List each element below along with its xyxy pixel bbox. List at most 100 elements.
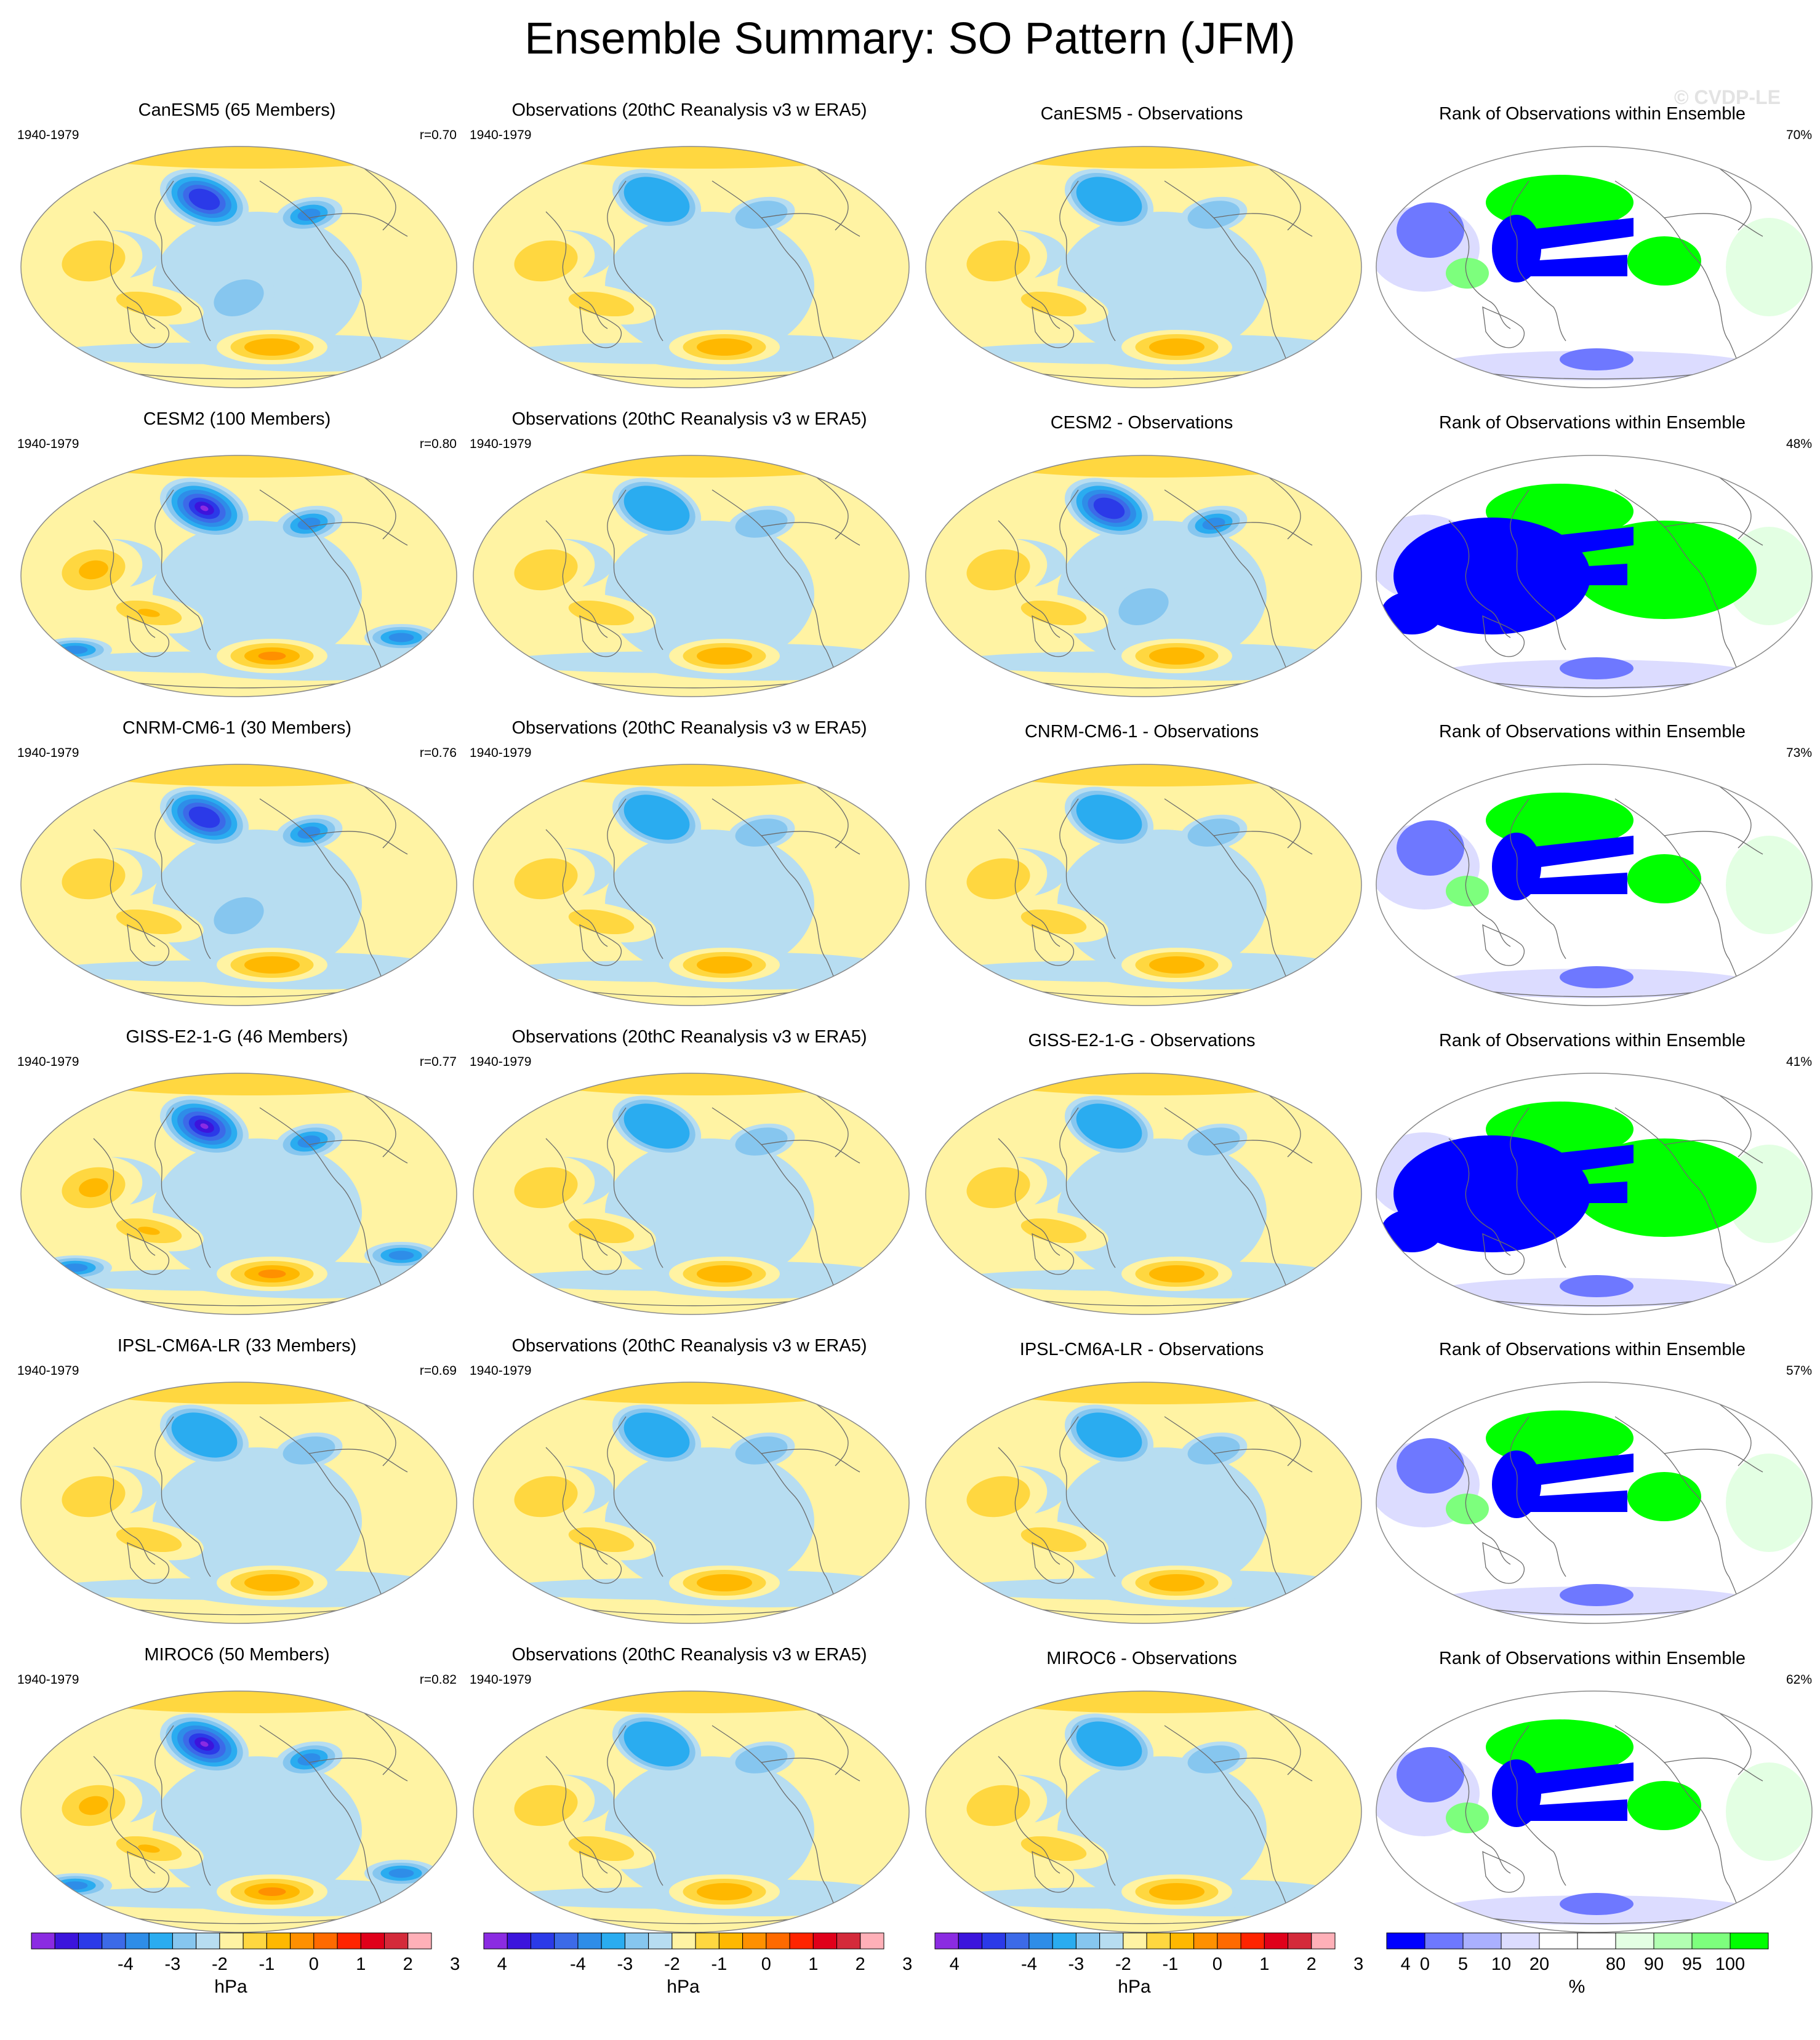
- panel-title: CanESM5 (65 Members): [138, 100, 336, 120]
- rank-percent: 70%: [1786, 128, 1812, 142]
- panel-rank-row2: Rank of Observations within Ensemble 48%: [1368, 407, 1817, 709]
- panel-obs-row4: Observations (20thC Reanalysis v3 w ERA5…: [465, 1025, 914, 1327]
- panel-model-row2: CESM2 (100 Members) 1940-1979 r=0.80: [12, 407, 462, 709]
- colorbar-swatches: [31, 1932, 432, 1950]
- slp-anomaly-map: [20, 1073, 457, 1315]
- colorbar-swatch: [1217, 1932, 1241, 1950]
- rank-percent: 48%: [1786, 437, 1812, 451]
- slp-anomaly-map: [473, 1073, 910, 1315]
- panel-rank-row1: Rank of Observations within Ensemble 70%: [1368, 98, 1817, 400]
- pattern-correlation: r=0.80: [419, 437, 457, 451]
- panel-title: MIROC6 - Observations: [1046, 1649, 1237, 1668]
- panel-title: Rank of Observations within Ensemble: [1438, 413, 1746, 433]
- colorbar-tick-label: 90: [1643, 1954, 1664, 1974]
- colorbar-swatch: [125, 1932, 150, 1950]
- period-label: 1940-1979: [17, 1055, 79, 1069]
- colorbar-tick-label: 2: [1306, 1954, 1317, 1974]
- colorbar-swatch: [1386, 1932, 1425, 1950]
- colorbar-tick-label: -2: [663, 1954, 680, 1974]
- colorbar-swatch: [1193, 1932, 1218, 1950]
- colorbar-swatch: [742, 1932, 767, 1950]
- colorbar-swatch: [1169, 1932, 1195, 1950]
- colorbar-swatch: [172, 1932, 197, 1950]
- colorbar-swatch: [1028, 1932, 1053, 1950]
- colorbar-swatch: [812, 1932, 838, 1950]
- watermark: © CVDP-LE: [1674, 86, 1781, 108]
- colorbar-swatch: [1099, 1932, 1124, 1950]
- panel-rank-row5: Rank of Observations within Ensemble 57%: [1368, 1334, 1817, 1636]
- colorbar-swatch: [577, 1932, 602, 1950]
- colorbar-swatch: [601, 1932, 625, 1950]
- colorbar-tick-label: -1: [711, 1954, 728, 1974]
- colorbar-tick-label: -3: [1068, 1954, 1084, 1974]
- panel-title: Observations (20thC Reanalysis v3 w ERA5…: [511, 409, 867, 429]
- slp-anomaly-map: [473, 1382, 910, 1624]
- panel-model-row3: CNRM-CM6-1 (30 Members) 1940-1979 r=0.76: [12, 716, 462, 1018]
- colorbar-swatch: [766, 1932, 790, 1950]
- colorbar-units: %: [1568, 1977, 1585, 1997]
- panel-obs-row1: Observations (20thC Reanalysis v3 w ERA5…: [465, 98, 914, 400]
- colorbar-swatch: [243, 1932, 267, 1950]
- colorbar-swatch: [102, 1932, 126, 1950]
- panel-diff-row5: IPSL-CM6A-LR - Observations: [917, 1334, 1366, 1636]
- colorbar-swatch: [1424, 1932, 1464, 1950]
- colorbar-swatch: [54, 1932, 79, 1950]
- period-label: 1940-1979: [470, 1364, 532, 1378]
- colorbar-tick-label: 1: [356, 1954, 366, 1974]
- panel-title: IPSL-CM6A-LR - Observations: [1019, 1340, 1264, 1359]
- colorbar-tick-label: -1: [1162, 1954, 1179, 1974]
- colorbar-swatch: [860, 1932, 884, 1950]
- colorbar-tick-label: -1: [259, 1954, 275, 1974]
- panel-title: IPSL-CM6A-LR (33 Members): [117, 1336, 357, 1356]
- colorbar-tick-label: 95: [1682, 1954, 1702, 1974]
- panel-title: MIROC6 (50 Members): [144, 1645, 330, 1665]
- colorbar-swatch: [360, 1932, 385, 1950]
- colorbar-swatch: [1653, 1932, 1693, 1950]
- rank-percent: 62%: [1786, 1673, 1812, 1687]
- colorbar-tick-label: -3: [164, 1954, 181, 1974]
- colorbar-swatch: [934, 1932, 959, 1950]
- colorbar-swatch: [266, 1932, 291, 1950]
- slp-anomaly-map: [925, 146, 1362, 388]
- colorbar-swatch: [1240, 1932, 1265, 1950]
- period-label: 1940-1979: [470, 746, 532, 760]
- figure-title: Ensemble Summary: SO Pattern (JFM): [524, 14, 1296, 63]
- colorbar-tick-label: 3: [902, 1954, 913, 1974]
- colorbar-swatch: [1539, 1932, 1578, 1950]
- colorbar-swatch: [196, 1932, 220, 1950]
- slp-anomaly-map: [925, 455, 1362, 697]
- panel-diff-row4: GISS-E2-1-G - Observations: [917, 1025, 1366, 1327]
- colorbar-swatch: [671, 1932, 696, 1950]
- panel-title: Rank of Observations within Ensemble: [1438, 1340, 1746, 1359]
- slp-anomaly-map: [473, 1690, 910, 1933]
- period-label: 1940-1979: [470, 1673, 532, 1687]
- colorbar-swatch: [78, 1932, 103, 1950]
- colorbar-swatch: [290, 1932, 315, 1950]
- panel-diff-row2: CESM2 - Observations: [917, 407, 1366, 709]
- colorbar-swatch: [1288, 1932, 1312, 1950]
- colorbar-swatch: [384, 1932, 409, 1950]
- panel-title: Rank of Observations within Ensemble: [1438, 104, 1746, 124]
- colorbar-tick-label: 1: [1259, 1954, 1270, 1974]
- panel-title: Observations (20thC Reanalysis v3 w ERA5…: [511, 1027, 867, 1047]
- colorbar-tick-label: 100: [1715, 1954, 1746, 1974]
- colorbar-swatch: [958, 1932, 982, 1950]
- rank-map: [1376, 1073, 1813, 1315]
- colorbar-swatch: [624, 1932, 649, 1950]
- colorbar-tick-label: -4: [570, 1954, 586, 1974]
- colorbar-swatch: [219, 1932, 244, 1950]
- colorbar-swatch: [148, 1932, 173, 1950]
- colorbar-swatch: [337, 1932, 361, 1950]
- rank-percent: 57%: [1786, 1364, 1812, 1378]
- panel-title: CESM2 - Observations: [1050, 413, 1233, 433]
- panel-title: Observations (20thC Reanalysis v3 w ERA5…: [511, 100, 867, 120]
- panel-title: CanESM5 - Observations: [1040, 104, 1243, 124]
- colorbar-tick-label: 10: [1491, 1954, 1512, 1974]
- period-label: 1940-1979: [17, 1364, 79, 1378]
- slp-anomaly-map: [925, 764, 1362, 1006]
- panel-title: CESM2 (100 Members): [143, 409, 331, 429]
- panel-title: CNRM-CM6-1 - Observations: [1024, 722, 1259, 742]
- slp-anomaly-map: [473, 146, 910, 388]
- colorbar-swatch: [1123, 1932, 1147, 1950]
- colorbar-swatch: [1577, 1932, 1616, 1950]
